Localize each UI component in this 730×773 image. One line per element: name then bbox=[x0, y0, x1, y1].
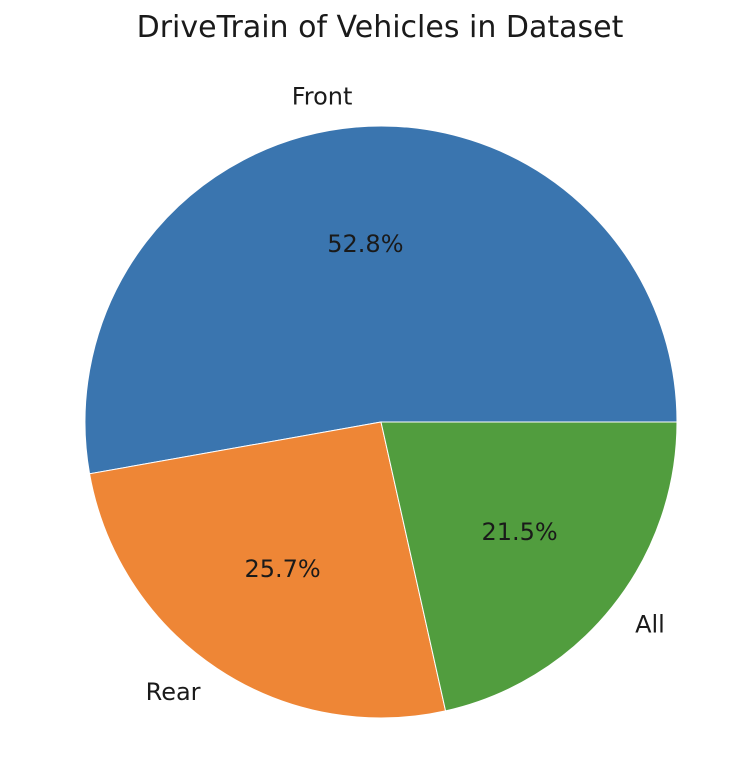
slice-label-rear: Rear bbox=[146, 678, 201, 706]
slice-label-all: All bbox=[635, 611, 665, 639]
pie-slice-front bbox=[84, 125, 678, 475]
pie-slices bbox=[84, 125, 678, 719]
pie-slice-rear bbox=[88, 421, 447, 719]
slice-percent-rear: 25.7% bbox=[244, 555, 320, 583]
slice-percent-front: 52.8% bbox=[327, 230, 403, 258]
slice-percent-all: 21.5% bbox=[481, 518, 557, 546]
slice-label-front: Front bbox=[292, 83, 353, 111]
pie-slice-all bbox=[380, 421, 678, 712]
chart-title: DriveTrain of Vehicles in Dataset bbox=[137, 10, 624, 45]
pie-labels: Front 52.8% Rear 25.7% All 21.5% bbox=[146, 83, 665, 706]
